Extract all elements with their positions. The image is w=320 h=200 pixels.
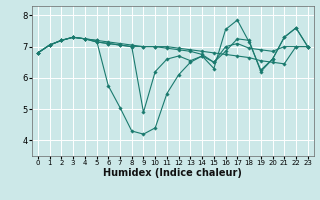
- X-axis label: Humidex (Indice chaleur): Humidex (Indice chaleur): [103, 168, 242, 178]
